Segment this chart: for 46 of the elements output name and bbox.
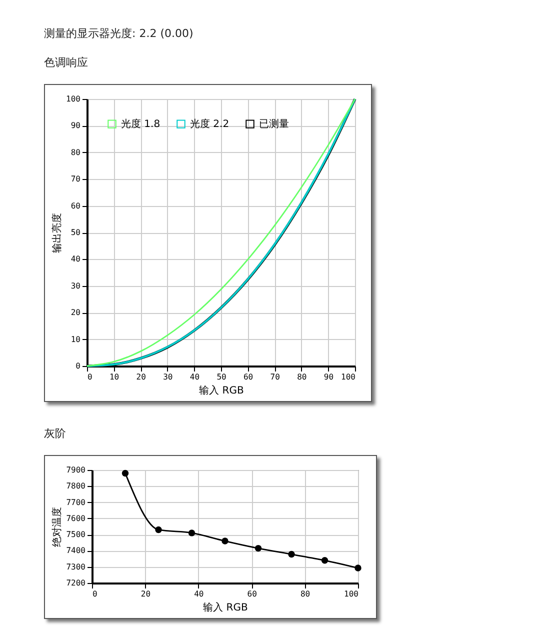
x-tick-label: 40 <box>190 372 200 382</box>
x-tick-label: 60 <box>243 372 254 382</box>
y-axis-title: 输出亮度 <box>51 213 64 253</box>
y-tick-label: 10 <box>70 334 81 344</box>
x-tick-label: 40 <box>194 590 204 598</box>
y-tick-label: 80 <box>70 148 81 157</box>
x-tick-label: 0 <box>92 590 98 598</box>
x-axis-title: 输入 RGB <box>199 384 244 396</box>
y-tick-label: 7800 <box>66 482 86 491</box>
x-tick-label: 30 <box>163 372 173 382</box>
y-tick-label: 7300 <box>66 562 86 572</box>
y-tick-label: 7700 <box>66 498 86 507</box>
x-tick-label: 60 <box>247 590 258 598</box>
y-tick-label: 50 <box>70 228 81 237</box>
x-tick-label: 90 <box>324 372 334 382</box>
x-tick-label: 10 <box>109 372 120 382</box>
x-tick-label: 20 <box>136 372 146 382</box>
legend-label: 已测量 <box>259 118 289 130</box>
y-tick-label: 7200 <box>66 578 86 588</box>
legend-label: 光度 2.2 <box>190 118 230 130</box>
chart-title: 灰阶 <box>44 426 67 441</box>
y-tick-label: 0 <box>76 362 81 370</box>
y-tick-label: 7400 <box>66 546 86 556</box>
chart-title: 色调响应 <box>44 55 89 70</box>
x-tick-label: 20 <box>140 590 151 598</box>
y-tick-label: 100 <box>66 94 81 104</box>
y-tick-label: 90 <box>70 121 81 130</box>
legend-label: 光度 1.8 <box>121 118 160 130</box>
y-tick-label: 20 <box>70 308 81 318</box>
y-tick-label: 7900 <box>66 466 86 474</box>
x-tick-label: 0 <box>88 372 92 382</box>
x-tick-label: 80 <box>300 590 310 598</box>
y-tick-label: 40 <box>70 254 81 264</box>
x-tick-label: 50 <box>216 372 226 382</box>
y-tick-label: 7600 <box>66 514 86 523</box>
x-axis-title: 输入 RGB <box>203 602 248 614</box>
y-tick-label: 30 <box>70 281 81 290</box>
y-tick-label: 7500 <box>66 530 86 540</box>
y-tick-label: 70 <box>70 174 81 184</box>
x-tick-label: 100 <box>344 590 359 598</box>
y-tick-label: 60 <box>70 201 81 210</box>
x-tick-label: 70 <box>270 372 280 382</box>
x-tick-label: 80 <box>297 372 307 382</box>
y-axis-title: 绝对温度 <box>51 507 64 547</box>
x-tick-label: 100 <box>341 372 356 382</box>
text: 测量的显示器光度: 2.2 (0.00) <box>44 26 194 41</box>
